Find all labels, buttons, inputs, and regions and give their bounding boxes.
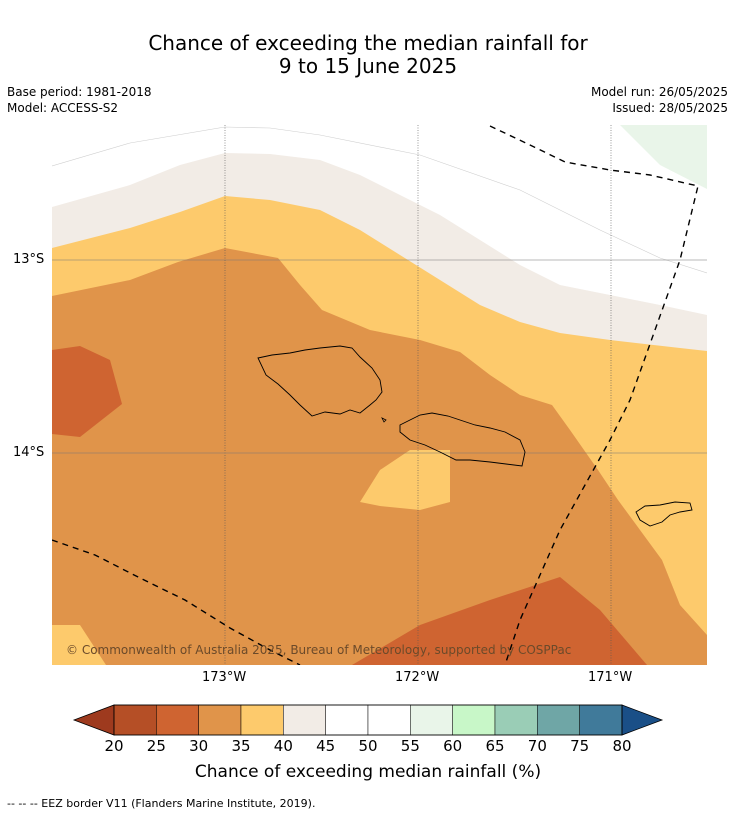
- upolu-island: [399, 412, 526, 467]
- tutuila-island: [635, 501, 693, 527]
- colorbar-tick-label: 60: [443, 737, 463, 755]
- colorbar-segments: [113, 704, 623, 736]
- colorbar-segment: [240, 704, 284, 736]
- colorbar-tick-label: 20: [104, 737, 124, 755]
- lat-label-14s: 14°S: [13, 445, 45, 460]
- band-45-55: [52, 125, 707, 315]
- band-35-40-sw: [52, 625, 106, 665]
- colorbar-tick-label: 65: [485, 737, 505, 755]
- contour-line: [52, 126, 707, 274]
- colorbar-segment: [367, 704, 411, 736]
- base-period-text: Base period: 1981-2018: [7, 85, 152, 99]
- issued-text: Issued: 28/05/2025: [612, 101, 728, 115]
- colorbar-tick-label: 35: [231, 737, 251, 755]
- colorbar-segment: [156, 704, 199, 736]
- colorbar-segment: [325, 704, 369, 736]
- colorbar-tick-label: 30: [189, 737, 209, 755]
- meta-right: Model run: 26/05/2025 Issued: 28/05/2025: [591, 84, 728, 116]
- band-35-40-pocket: [360, 450, 450, 510]
- band-55-60: [620, 125, 707, 189]
- colorbar-tick-label: 55: [400, 737, 420, 755]
- colorbar-segment: [198, 704, 242, 736]
- colorbar-segment: [113, 704, 157, 736]
- map-area: [52, 125, 707, 665]
- colorbar-under-arrow: [72, 704, 115, 736]
- colorbar-segment: [537, 704, 580, 736]
- manono-islet: [381, 417, 387, 423]
- colorbar-segment: [452, 704, 496, 736]
- map-title-line2: 9 to 15 June 2025: [278, 54, 458, 78]
- colorbar-segment: [494, 704, 538, 736]
- colorbar-over-arrow: [621, 704, 664, 736]
- model-run-text: Model run: 26/05/2025: [590, 85, 728, 99]
- band-25-30-south: [352, 577, 647, 665]
- colorbar-tick-label: 45: [316, 737, 336, 755]
- colorbar-segment: [283, 704, 326, 736]
- eez-border-east: [489, 125, 699, 665]
- colorbar-tick-label: 25: [146, 737, 166, 755]
- meta-left: Base period: 1981-2018 Model: ACCESS-S2: [7, 84, 152, 116]
- colorbar-title: Chance of exceeding median rainfall (%): [194, 762, 542, 782]
- model-text: Model: ACCESS-S2: [7, 101, 119, 115]
- colorbar-frame: [113, 704, 623, 736]
- lon-label-172w: 172°W: [395, 670, 440, 685]
- colorbar-tick-label: 80: [612, 737, 632, 755]
- colorbar: [72, 704, 664, 736]
- eez-border-southwest: [52, 539, 301, 665]
- lat-label-13s: 13°S: [13, 252, 45, 267]
- band-25-30-west: [52, 346, 122, 437]
- colorbar-tick-label: 70: [527, 737, 547, 755]
- savaii-island: [257, 345, 383, 417]
- lon-label-171w: 171°W: [588, 670, 633, 685]
- copyright-notice: © Commonwealth of Australia 2025, Bureau…: [66, 643, 572, 657]
- colorbar-segment: [579, 704, 623, 736]
- map-title-line1: Chance of exceeding the median rainfall …: [148, 31, 588, 55]
- colorbar-tick-label: 50: [358, 737, 378, 755]
- colorbar-tick-label: 75: [570, 737, 590, 755]
- colorbar-segment: [410, 704, 453, 736]
- colorbar-tick-label: 40: [273, 737, 293, 755]
- eez-footnote: -- -- -- EEZ border V11 (Flanders Marine…: [7, 797, 316, 810]
- lon-label-173w: 173°W: [202, 670, 247, 685]
